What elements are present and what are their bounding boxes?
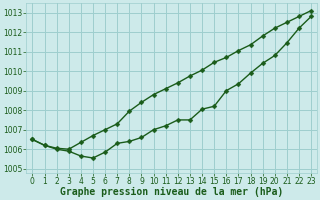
X-axis label: Graphe pression niveau de la mer (hPa): Graphe pression niveau de la mer (hPa) [60,187,284,197]
